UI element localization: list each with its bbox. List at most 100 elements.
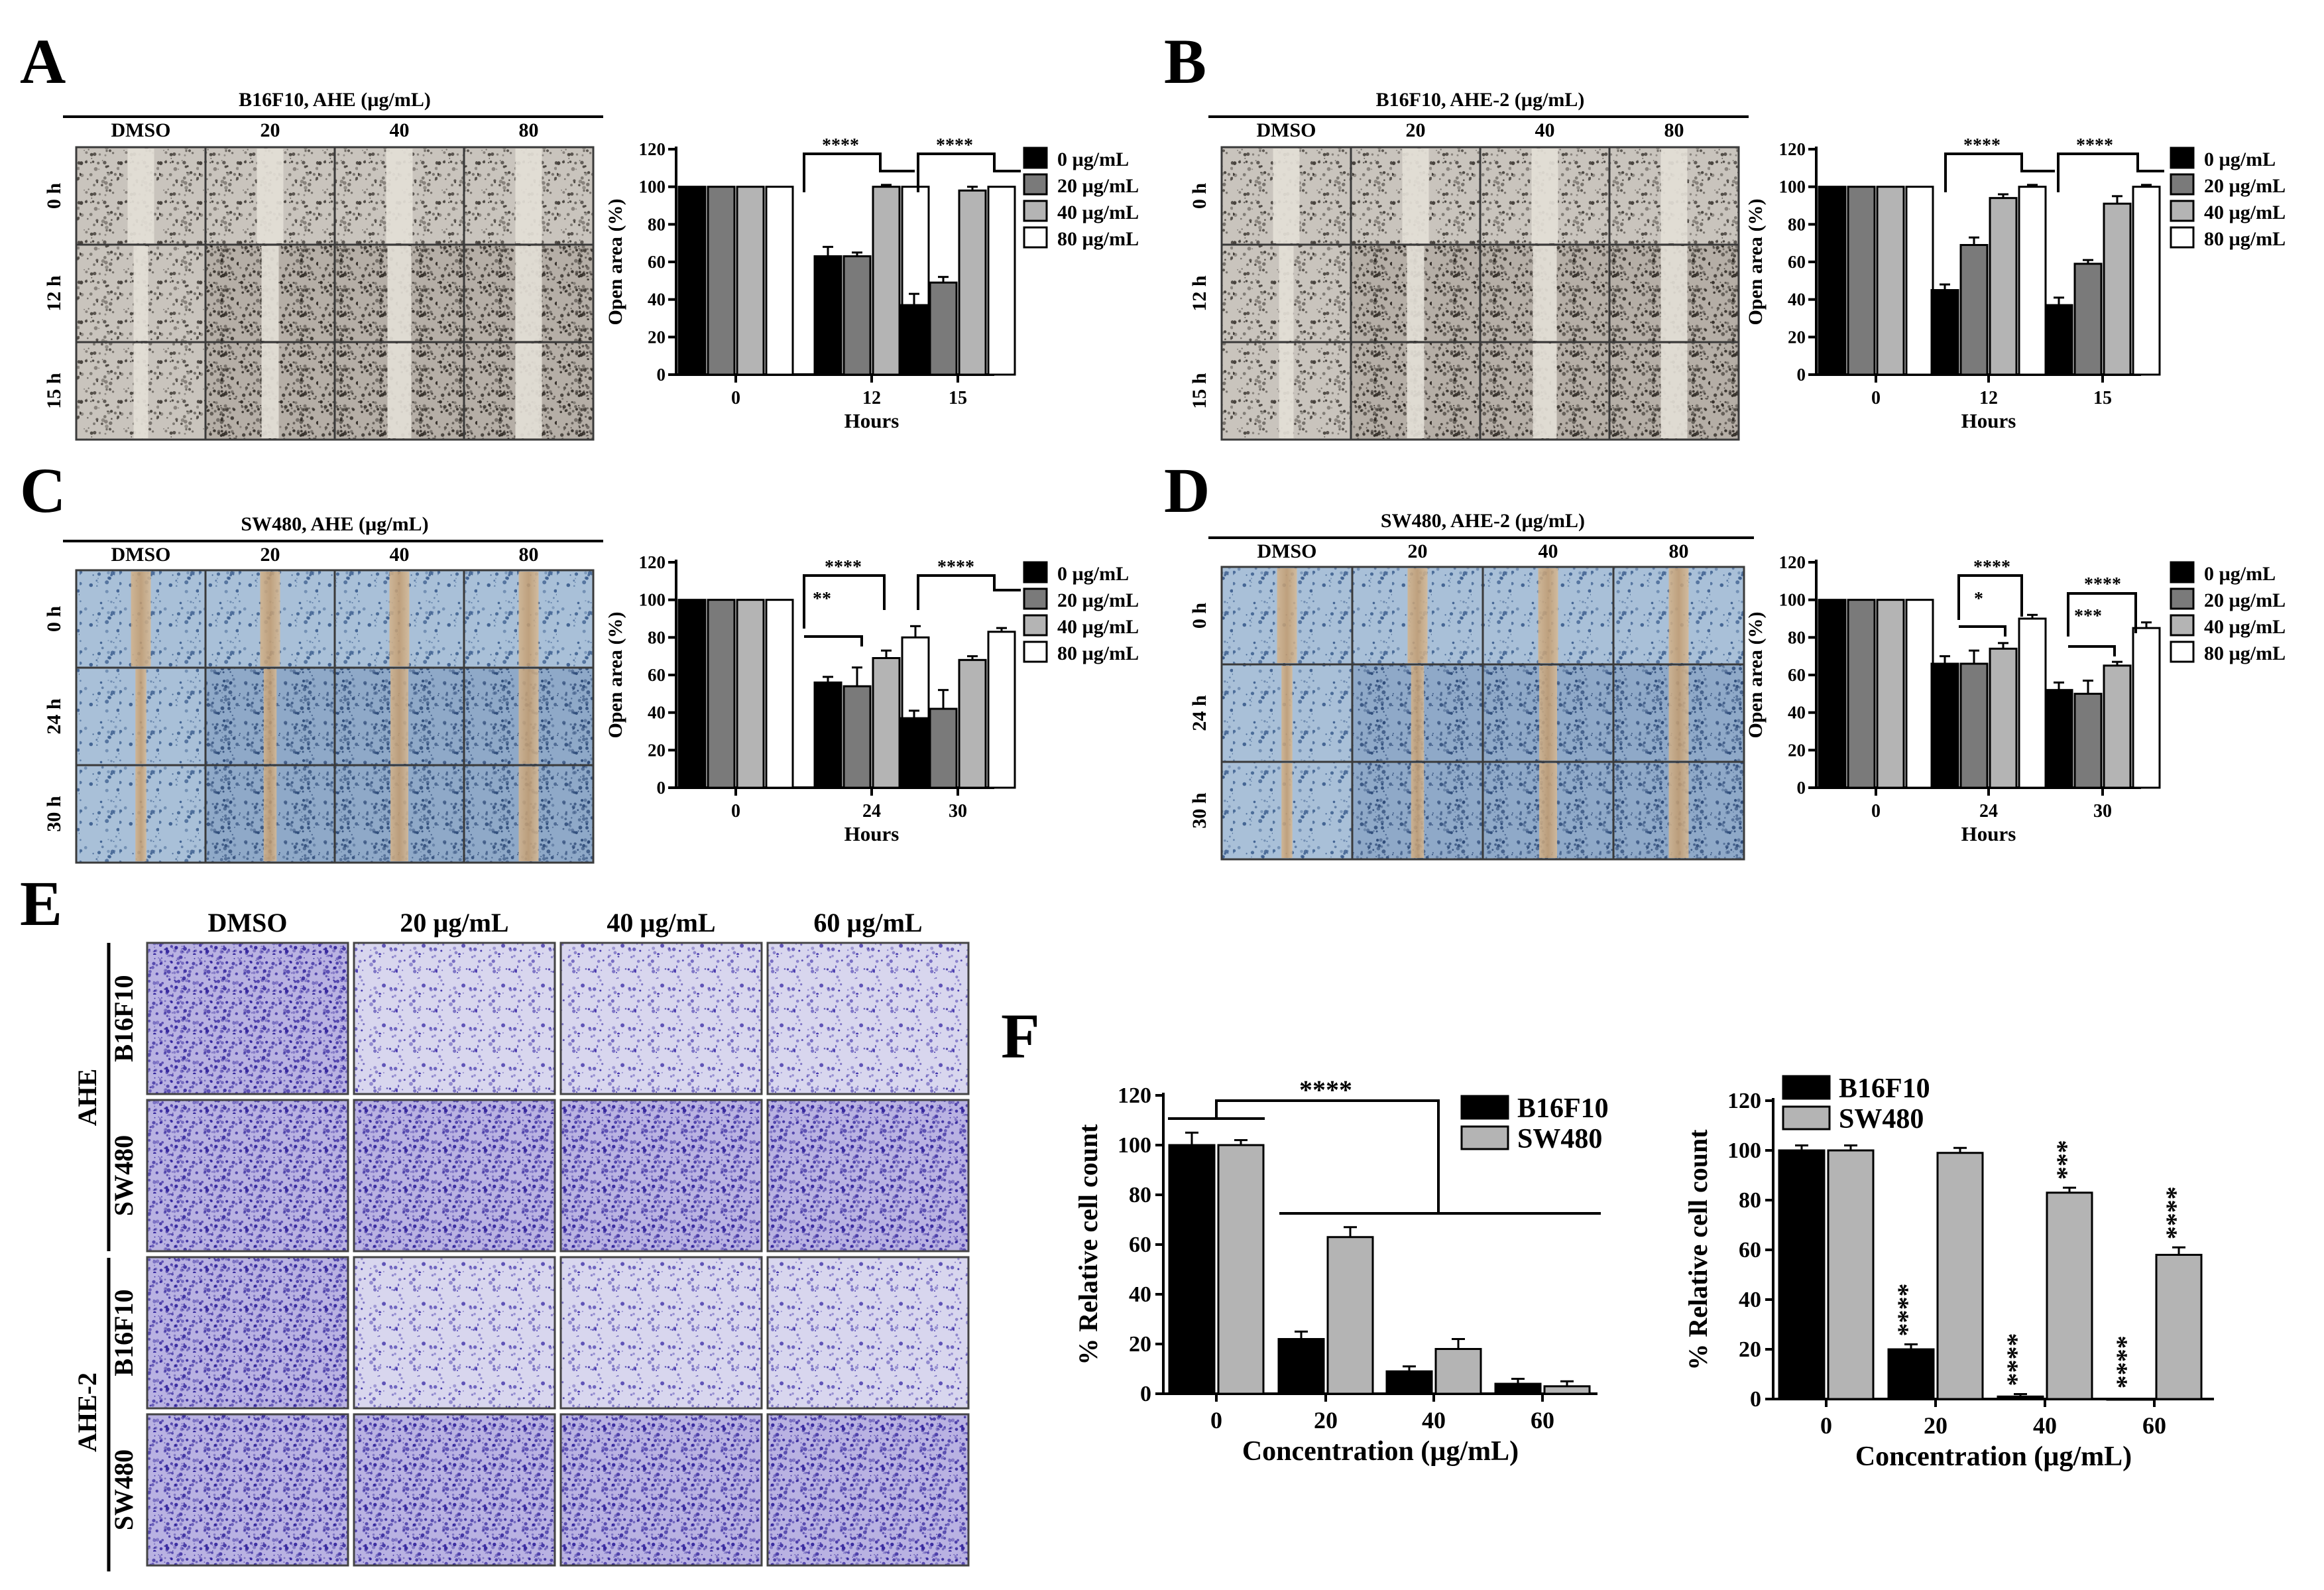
transwell-image <box>353 942 556 1095</box>
y-axis-label: Open area (%) <box>1745 198 1767 325</box>
significance-label: **** <box>1973 557 2010 578</box>
significance-label: **** <box>1299 1075 1352 1105</box>
transwell-image <box>559 942 763 1095</box>
bar <box>1989 197 2018 376</box>
bar <box>677 186 707 376</box>
row-label: 24 h <box>43 698 65 735</box>
significance-label: *** <box>2074 606 2102 627</box>
micrograph-panel-B: B16F10, AHE-2 (µg/mL) DMSO 20 40 80 0 h 12 h 15… <box>1189 89 1749 441</box>
bar <box>1959 244 1989 376</box>
x-tick-label: 30 <box>949 801 967 822</box>
y-tick-label: 20 <box>1129 1332 1151 1357</box>
bar <box>2044 304 2073 376</box>
legend-label: 20 µg/mL <box>2204 175 2286 197</box>
x-tick-label: 0 <box>1871 388 1881 408</box>
significance-label: **** <box>1963 135 2001 156</box>
significance-bracket <box>804 635 863 646</box>
legend-swatch <box>2170 614 2195 637</box>
bar <box>1434 1348 1482 1395</box>
bar <box>1385 1370 1433 1395</box>
x-tick-label: 12 <box>1979 388 1998 408</box>
legend-swatch <box>2170 641 2195 663</box>
scratch-gap <box>1273 149 1300 243</box>
legend-swatch <box>1023 561 1048 583</box>
x-tick-label: 0 <box>731 388 740 408</box>
bar <box>2073 263 2103 376</box>
x-tick-label: 60 <box>1531 1407 1554 1434</box>
legend-label: 20 µg/mL <box>1057 175 1139 197</box>
significance-bracket <box>2068 645 2116 656</box>
bar <box>958 189 987 376</box>
scratch-gap <box>1668 763 1689 858</box>
x-tick-label: 0 <box>731 801 740 822</box>
significance-bracket <box>2067 592 2137 633</box>
legend-swatch <box>2170 200 2195 222</box>
bar <box>1905 599 1934 789</box>
scratch-gap <box>1668 666 1689 761</box>
significance-label: **** <box>2084 574 2121 595</box>
group-label: AHE <box>72 1069 102 1127</box>
y-axis-label: Open area (%) <box>605 198 626 325</box>
bar <box>1905 186 1934 376</box>
scratch-gap <box>1531 149 1558 243</box>
x-tick-label: 40 <box>2033 1412 2057 1439</box>
significance-label: ** <box>813 589 831 609</box>
column-label: 60 µg/mL <box>813 908 922 938</box>
bar <box>765 186 794 376</box>
scratch-gap <box>518 572 539 666</box>
scratch-gap <box>1539 666 1557 761</box>
legend-swatch <box>1023 614 1048 637</box>
row-label: 30 h <box>1189 792 1210 829</box>
scratch-gap <box>261 343 279 438</box>
y-tick-label: 40 <box>1129 1282 1151 1307</box>
bar <box>1818 599 1847 789</box>
bar <box>842 255 872 376</box>
bar <box>2046 1192 2093 1400</box>
transwell-image <box>559 1413 763 1567</box>
bar-chart-F-left: 0 20 40 60 80 100 120 % Relative cell count 0 20 4… <box>1073 1075 1609 1467</box>
x-tick-label: 20 <box>1314 1407 1338 1434</box>
significance-label: **** <box>1892 1284 1922 1337</box>
significance-label: **** <box>2160 1186 2190 1239</box>
bar <box>736 599 765 789</box>
x-tick-label: 30 <box>2093 801 2112 822</box>
y-tick-label: 60 <box>1788 252 1806 272</box>
legend-label: 20 µg/mL <box>2204 589 2286 611</box>
micrograph-panel-D: SW480, AHE-2 (µg/mL) DMSO 20 40 80 0 h 24 h 30 … <box>1189 510 1754 861</box>
scratch-gap <box>260 572 280 666</box>
scratch-gap <box>515 246 542 341</box>
x-tick-label: 24 <box>862 801 881 822</box>
row-label: 0 h <box>43 183 65 210</box>
bar <box>677 599 707 789</box>
significance-label: **** <box>2076 135 2113 156</box>
transwell-image <box>559 1099 763 1253</box>
panel-letter-B: B <box>1164 26 1206 97</box>
transwell-image <box>353 1256 556 1410</box>
significance-label: **** <box>825 557 862 578</box>
bar-chart-A: 0 20 40 60 80 100 120 Open area (%) 0 12 15 Hours 0 … <box>605 135 1139 432</box>
transwell-image <box>353 1099 556 1253</box>
scratch-gap <box>387 246 412 341</box>
bar <box>1543 1385 1591 1395</box>
y-axis-label: % Relative cell count <box>1683 1129 1713 1371</box>
row-label: 0 h <box>1189 183 1210 210</box>
panel-letter-C: C <box>20 455 66 526</box>
scratch-gap <box>1277 568 1297 663</box>
column-label: 20 <box>261 119 280 141</box>
scratch-gap <box>133 343 148 438</box>
x-axis-label: Hours <box>844 409 900 432</box>
bar <box>1930 289 1959 376</box>
scratch-gap <box>135 669 146 764</box>
bar <box>2132 627 2161 789</box>
column-label: 80 <box>1664 119 1684 141</box>
legend-label: 0 µg/mL <box>1057 563 1129 585</box>
y-tick-label: 0 <box>657 778 666 798</box>
bar <box>765 599 794 789</box>
scratch-gap <box>1539 763 1557 858</box>
x-tick-label: 0 <box>1871 801 1881 822</box>
scratch-gap <box>131 572 151 666</box>
scratch-gap <box>1281 666 1293 761</box>
scratch-gap <box>1411 763 1424 858</box>
micrograph-title: SW480, AHE (µg/mL) <box>241 513 428 535</box>
bar <box>958 658 987 789</box>
